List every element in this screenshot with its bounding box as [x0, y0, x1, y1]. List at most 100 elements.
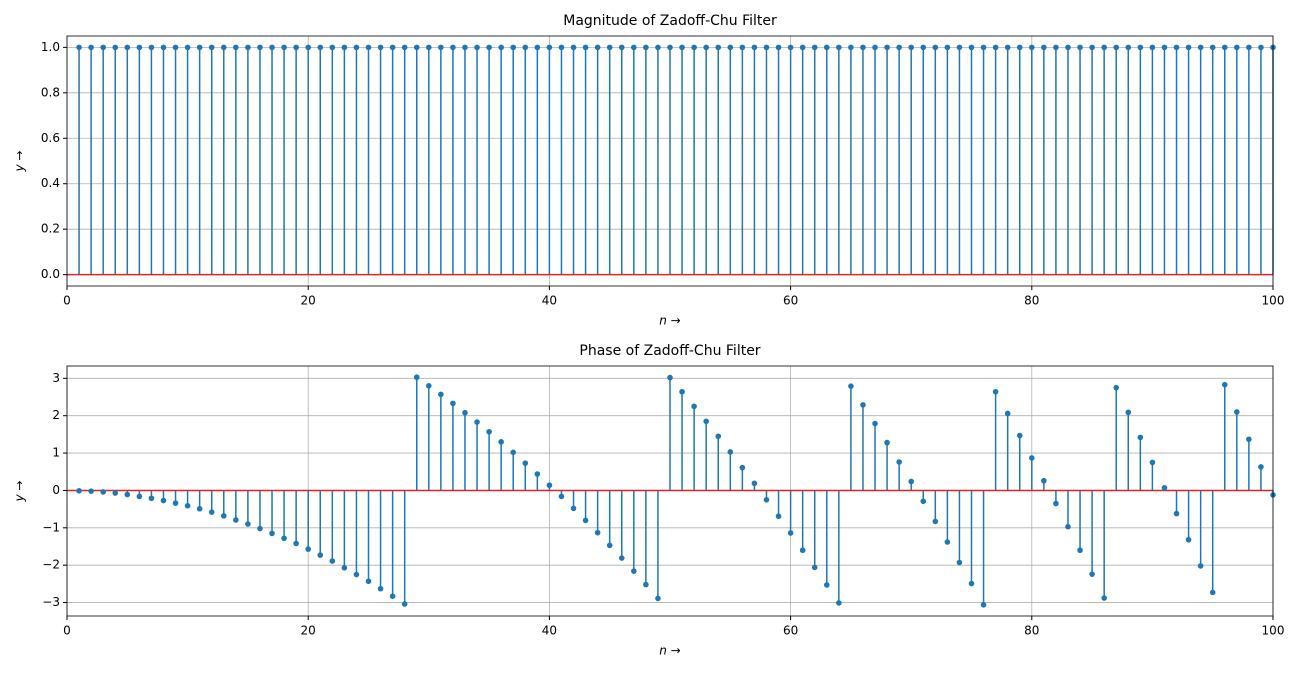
y-tick-label: −3 — [42, 595, 60, 609]
stem-marker — [896, 459, 902, 465]
stem-marker — [1197, 563, 1204, 569]
stem-marker — [341, 44, 348, 51]
stem-marker — [184, 44, 191, 51]
stem-marker — [823, 582, 830, 588]
stem-marker — [920, 44, 927, 51]
stem-marker — [558, 44, 565, 51]
stem-marker — [160, 44, 167, 51]
stem-marker — [1101, 44, 1107, 51]
stem-marker — [172, 500, 179, 506]
stem-marker — [992, 44, 999, 51]
stem-marker — [836, 44, 842, 51]
axes: Magnitude of Zadoff-Chu Filter 0 20 40 60 80 1… — [13, 13, 1285, 328]
stem-marker — [317, 552, 324, 558]
stem-marker — [1221, 381, 1228, 388]
stem-marker — [377, 585, 384, 592]
stem-marker — [450, 44, 456, 51]
stem-marker — [1089, 571, 1095, 577]
x-tick-label: 0 — [63, 624, 71, 638]
stem-marker — [691, 44, 697, 51]
stem-marker — [293, 540, 299, 547]
stem-marker — [643, 581, 649, 588]
stem-marker — [510, 449, 517, 456]
stem-marker — [896, 44, 902, 51]
stem-marker — [956, 44, 963, 51]
stem-marker — [944, 539, 951, 545]
y-axis-label: y → — [13, 481, 27, 503]
stem-marker — [1004, 410, 1011, 417]
stem-marker — [220, 44, 227, 51]
stem-marker — [160, 497, 167, 504]
stem-marker — [631, 568, 637, 574]
stem-marker — [1161, 485, 1168, 491]
y-tick-label: −2 — [42, 558, 60, 572]
stem-marker — [703, 418, 709, 425]
stem-marker — [401, 44, 408, 51]
stem-marker — [1077, 44, 1083, 51]
stem-marker — [1041, 44, 1047, 51]
y-tick-label: 2 — [52, 408, 60, 422]
stem-marker — [510, 44, 517, 51]
chart-title: Magnitude of Zadoff-Chu Filter — [563, 13, 777, 29]
stem-marker — [377, 44, 384, 51]
stem-marker — [1053, 44, 1059, 51]
stem-marker — [1065, 44, 1071, 51]
stem-marker — [932, 518, 939, 525]
stem-marker — [401, 601, 408, 607]
stem-marker — [426, 383, 432, 389]
stem-marker — [438, 391, 444, 398]
stem-marker — [860, 402, 866, 408]
stem-marker — [88, 488, 94, 494]
stem-marker — [196, 505, 203, 512]
stem-marker — [727, 449, 734, 455]
stem-marker — [498, 44, 504, 51]
stem-marker — [450, 400, 456, 407]
stem-marker — [148, 495, 155, 502]
stem-marker — [281, 44, 287, 51]
stem-marker — [462, 409, 468, 416]
stem-marker — [1125, 44, 1132, 51]
stem-marker — [751, 480, 758, 487]
stem-marker — [582, 44, 589, 51]
stem-marker — [739, 44, 746, 51]
stem-marker — [305, 546, 312, 552]
stem-marker — [1029, 44, 1035, 51]
stem-marker — [763, 496, 770, 503]
axes-frame — [66, 365, 1274, 617]
stem-marker — [353, 571, 360, 578]
y-axis-label: y → — [13, 151, 27, 173]
stem-marker — [233, 44, 239, 51]
stem-marker — [1137, 434, 1144, 441]
stem-marker — [594, 44, 601, 51]
stem-marker — [172, 44, 179, 51]
stem-marker — [341, 564, 348, 571]
stem-marker — [1149, 44, 1156, 51]
stem-marker — [245, 521, 251, 527]
y-tick-label: 1.0 — [41, 40, 60, 54]
stem-marker — [365, 578, 372, 585]
stem-marker — [474, 419, 480, 425]
stem-marker — [281, 535, 287, 542]
stem-marker — [594, 529, 601, 536]
stem-marker — [1113, 44, 1120, 51]
stem-marker — [968, 580, 975, 587]
x-tick-label: 40 — [542, 624, 557, 638]
stem-marker — [245, 44, 251, 51]
stem-marker — [353, 44, 360, 51]
stem-marker — [558, 493, 565, 500]
stem-marker — [1221, 44, 1228, 51]
stem-marker — [305, 44, 312, 51]
x-tick-label: 60 — [783, 624, 798, 638]
stem-marker — [618, 555, 625, 561]
stem-marker — [787, 44, 794, 51]
stem-marker — [438, 44, 444, 51]
stem-marker — [811, 564, 818, 571]
stem-marker — [1173, 44, 1180, 51]
stem-marker — [100, 44, 106, 51]
stem-marker — [498, 439, 504, 445]
stem-marker — [208, 44, 215, 51]
stem-marker — [88, 44, 94, 51]
stem-marker — [872, 44, 878, 51]
stem-marker — [823, 44, 830, 51]
